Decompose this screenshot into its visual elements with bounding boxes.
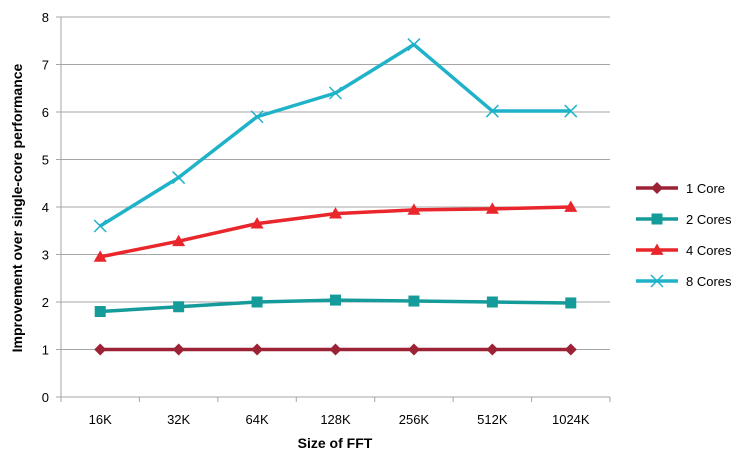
x-axis-title: Size of FFT <box>298 435 373 451</box>
x-marker-stroke <box>485 104 499 118</box>
square-marker <box>408 295 420 307</box>
axes <box>56 16 611 402</box>
square-marker <box>651 213 663 225</box>
x-marker-stroke <box>650 274 664 288</box>
x-marker <box>564 104 578 118</box>
x-tick-label: 16K <box>89 412 112 427</box>
series-line-8-cores <box>99 42 571 228</box>
legend-item-8-cores: 8 Cores <box>636 274 732 289</box>
square-marker <box>94 306 106 317</box>
triangle-marker <box>407 203 421 215</box>
y-tick-label: 3 <box>42 248 49 263</box>
y-tick-label: 1 <box>42 343 49 358</box>
square-marker <box>565 297 577 309</box>
y-tick-labels: 0 1 2 3 4 5 6 7 8 <box>42 10 49 405</box>
legend-label: 8 Cores <box>686 274 732 289</box>
x-tick-label: 128K <box>320 412 351 427</box>
x-marker-stroke <box>564 104 578 118</box>
x-marker-stroke <box>250 110 264 124</box>
series-4-cores <box>93 200 578 262</box>
x-marker <box>650 274 664 288</box>
triangle-marker <box>172 234 186 247</box>
legend-item-2-cores: 2 Cores <box>636 212 732 227</box>
y-tick-label: 2 <box>42 295 49 310</box>
square-marker <box>251 296 263 308</box>
series-1-core <box>94 343 577 356</box>
x-tick-labels: 16K 32K 64K 128K 256K 512K 1024K <box>89 412 590 427</box>
diamond-marker <box>407 343 420 356</box>
series-lines <box>93 38 578 356</box>
diamond-marker <box>486 343 499 356</box>
triangle-marker <box>93 250 107 262</box>
x-tick-label: 1024K <box>552 412 590 427</box>
square-marker <box>330 294 341 306</box>
x-marker <box>172 171 186 185</box>
x-marker <box>485 104 499 118</box>
diamond-marker <box>564 343 577 356</box>
diamond-marker <box>651 182 663 194</box>
triangle-marker <box>564 200 578 212</box>
triangle-marker <box>485 202 499 214</box>
y-axis-title: Improvement over single-core performance <box>9 63 25 352</box>
legend-label: 2 Cores <box>686 212 732 227</box>
x-marker-stroke <box>172 171 186 185</box>
legend: 1 Core 2 Cores 4 Cores 8 Cores <box>636 181 732 289</box>
square-marker <box>486 296 498 308</box>
y-tick-label: 8 <box>42 10 49 25</box>
x-tick-label: 512K <box>477 412 508 427</box>
legend-item-4-cores: 4 Cores <box>636 243 732 258</box>
triangle-marker <box>329 207 342 219</box>
series-2-cores <box>94 294 577 317</box>
x-marker-stroke <box>407 38 421 52</box>
x-marker <box>407 38 421 52</box>
legend-label: 1 Core <box>686 181 725 196</box>
triangle-marker <box>250 217 264 229</box>
y-tick-label: 4 <box>42 200 49 215</box>
x-tick-label: 32K <box>167 412 190 427</box>
y-tick-label: 5 <box>42 153 49 168</box>
y-tick-label: 7 <box>42 58 49 73</box>
x-marker <box>250 110 264 124</box>
x-tick-label: 64K <box>246 412 269 427</box>
series-8-cores <box>93 38 578 233</box>
diamond-marker <box>251 343 264 356</box>
x-marker-stroke <box>93 219 107 233</box>
x-marker <box>93 219 107 233</box>
x-marker-stroke <box>328 86 343 100</box>
x-marker <box>328 86 343 100</box>
y-tick-label: 6 <box>42 105 49 120</box>
x-tick-label: 256K <box>399 412 430 427</box>
diamond-marker <box>94 343 107 356</box>
y-tick-label: 0 <box>42 390 49 405</box>
legend-item-1-core: 1 Core <box>636 181 725 196</box>
square-marker <box>173 301 185 313</box>
triangle-marker <box>650 243 664 255</box>
legend-label: 4 Cores <box>686 243 732 258</box>
diamond-marker <box>172 343 185 356</box>
diamond-marker <box>329 343 342 356</box>
